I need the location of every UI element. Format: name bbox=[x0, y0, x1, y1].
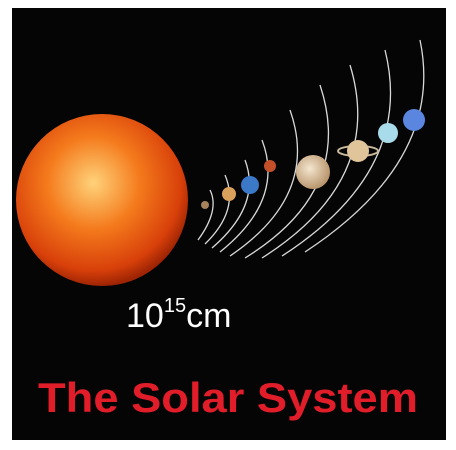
mercury bbox=[201, 201, 209, 209]
jupiter bbox=[296, 155, 330, 189]
solar-system-image: 1015cm The Solar System bbox=[0, 0, 456, 450]
earth bbox=[241, 176, 259, 194]
neptune bbox=[403, 109, 425, 131]
venus bbox=[222, 187, 236, 201]
scale-base: 10 bbox=[126, 297, 164, 335]
page: 1015cm The Solar System (() => { const d… bbox=[0, 0, 456, 450]
scale-unit: cm bbox=[186, 297, 231, 335]
caption: The Solar System bbox=[38, 374, 418, 421]
saturn bbox=[347, 140, 369, 162]
mars bbox=[264, 160, 276, 172]
sun bbox=[16, 114, 188, 286]
scale-exponent: 15 bbox=[164, 295, 186, 317]
uranus bbox=[378, 123, 398, 143]
